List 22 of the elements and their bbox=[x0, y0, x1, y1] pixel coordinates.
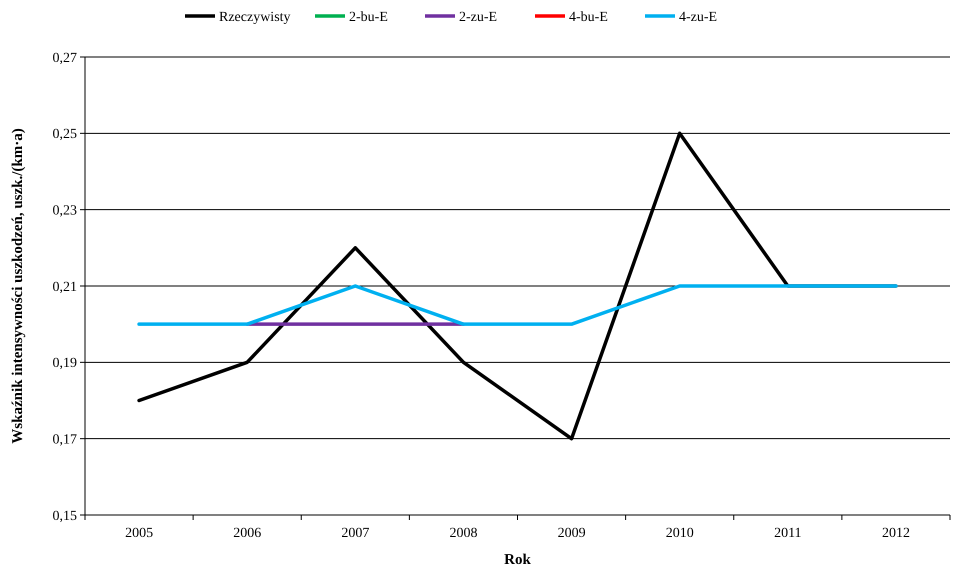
x-tick-label: 2012 bbox=[882, 526, 910, 541]
x-tick-label: 2005 bbox=[125, 526, 154, 541]
legend-label: 2-bu-E bbox=[349, 10, 388, 25]
y-axis-title: Wskaźnik intensywności uszkodzeń, uszk./(km·a) bbox=[10, 128, 26, 444]
x-tick-label: 2009 bbox=[558, 526, 586, 541]
legend-label: 2-zu-E bbox=[459, 10, 498, 25]
y-tick-label: 0,19 bbox=[52, 356, 77, 372]
legend-label: 4-bu-E bbox=[569, 10, 608, 25]
x-tick-label: 2010 bbox=[666, 526, 694, 541]
x-tick-label: 2008 bbox=[449, 526, 478, 541]
y-tick-label: 0,25 bbox=[52, 127, 77, 142]
x-tick-label: 2011 bbox=[774, 526, 802, 541]
legend-label: 4-zu-E bbox=[679, 10, 718, 25]
y-tick-label: 0,27 bbox=[52, 50, 77, 66]
x-tick-label: 2006 bbox=[233, 526, 262, 541]
y-tick-label: 0,15 bbox=[52, 508, 77, 524]
y-tick-label: 0,23 bbox=[52, 204, 77, 219]
y-tick-label: 0,21 bbox=[52, 280, 77, 295]
legend-label: Rzeczywisty bbox=[219, 10, 291, 25]
x-axis-title: Rok bbox=[504, 552, 532, 568]
x-tick-label: 2007 bbox=[341, 526, 370, 541]
y-tick-label: 0,17 bbox=[52, 432, 77, 448]
